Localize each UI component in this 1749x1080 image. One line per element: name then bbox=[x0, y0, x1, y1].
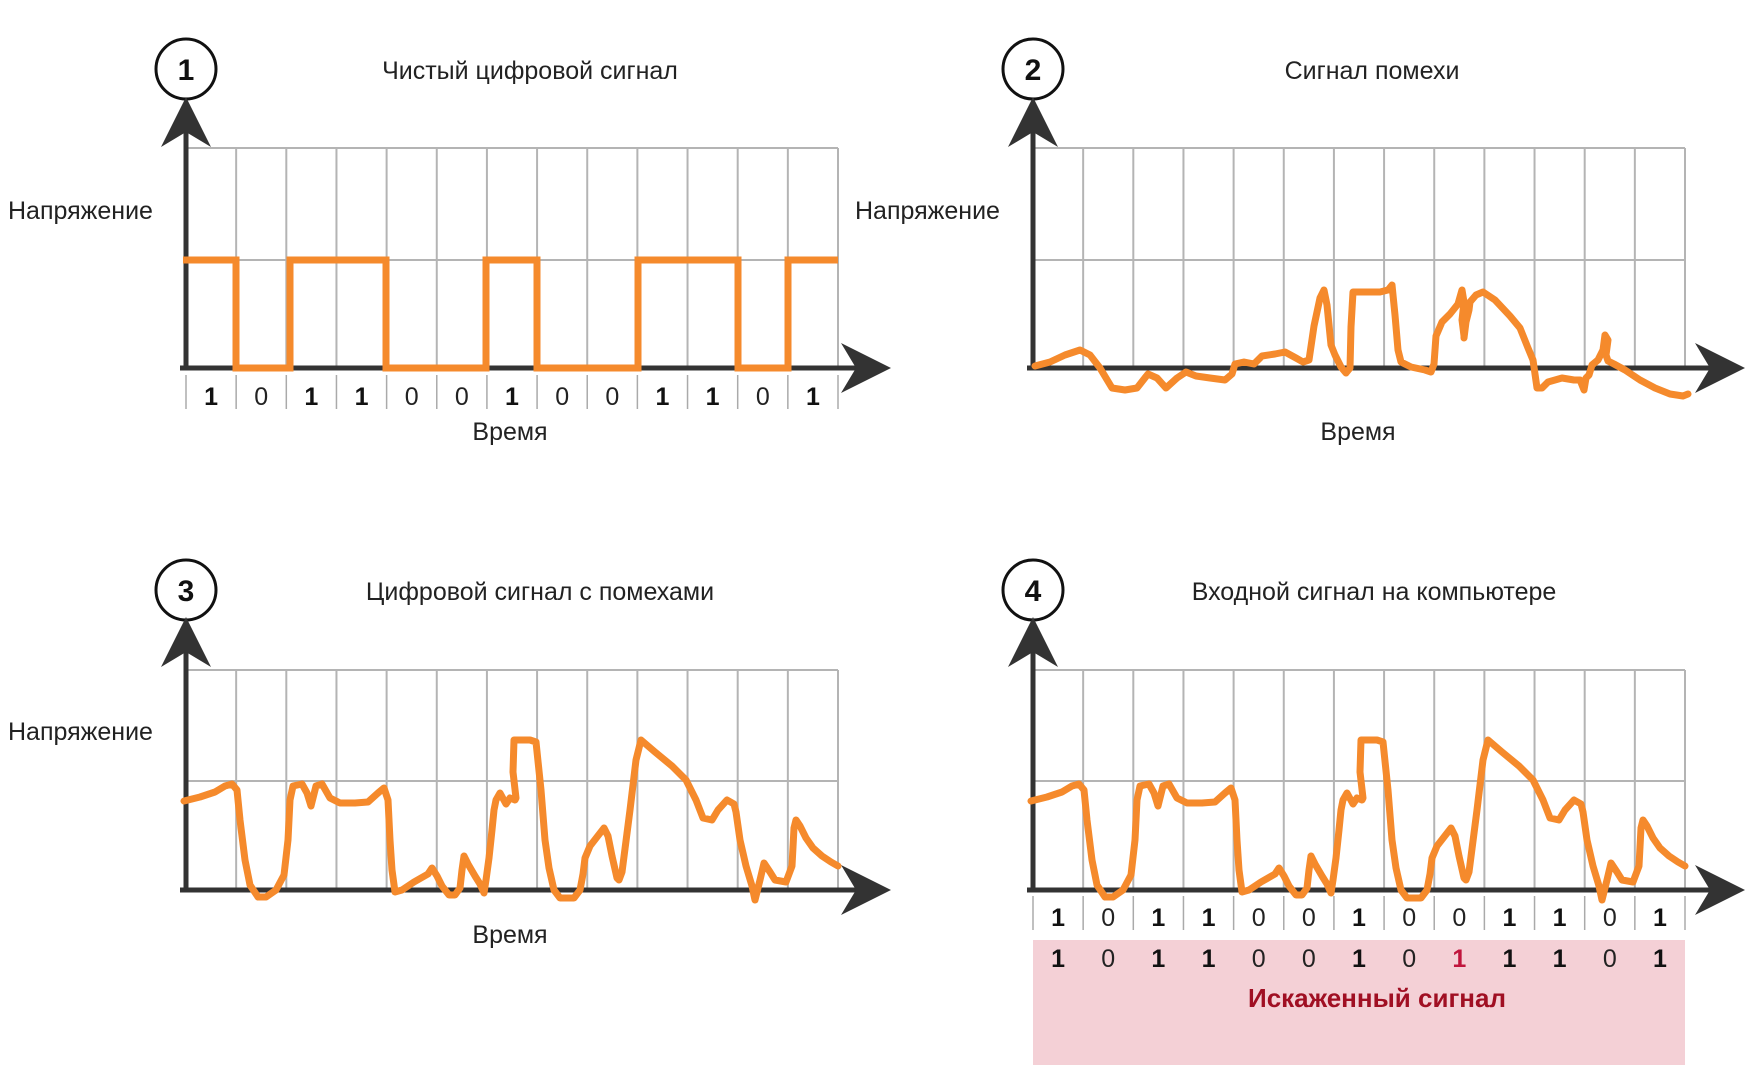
bit-label: 0 bbox=[1302, 904, 1316, 932]
panel-2: 2 Сигнал помехи Напряжение Время bbox=[855, 37, 1745, 446]
bit-label: 0 bbox=[1402, 904, 1416, 932]
bit-label: 1 bbox=[355, 383, 369, 411]
received-bit: 1 bbox=[1452, 945, 1466, 973]
bit-label: 0 bbox=[1603, 904, 1617, 932]
panel-number: 1 bbox=[178, 54, 195, 87]
bit-label: 1 bbox=[1352, 904, 1366, 932]
received-bit: 1 bbox=[1553, 945, 1567, 973]
panel-4: 4 Входной сигнал на компьютере 1 0 1 1 0 0 1 0 0… bbox=[1001, 558, 1745, 1065]
y-axis-label: Напряжение bbox=[8, 718, 153, 746]
bit-label: 1 bbox=[806, 383, 820, 411]
x-axis-label: Время bbox=[472, 921, 547, 949]
y-axis-label: Напряжение bbox=[8, 197, 153, 225]
y-axis-label: Напряжение bbox=[855, 197, 1000, 225]
grid bbox=[1033, 147, 1686, 368]
received-bit: 0 bbox=[1302, 945, 1316, 973]
received-bit: 0 bbox=[1252, 945, 1266, 973]
bit-label: 1 bbox=[204, 383, 218, 411]
panel-number: 2 bbox=[1025, 54, 1042, 87]
noisy-digital-signal bbox=[180, 736, 842, 904]
bit-label: 1 bbox=[1151, 904, 1165, 932]
x-axis-label: Время bbox=[1320, 418, 1395, 446]
panel-title: Входной сигнал на компьютере bbox=[1192, 578, 1557, 606]
panel-title: Сигнал помехи bbox=[1285, 57, 1460, 85]
bit-label: 0 bbox=[756, 383, 770, 411]
received-bit: 1 bbox=[1151, 945, 1165, 973]
bit-label: 1 bbox=[1653, 904, 1667, 932]
bit-label: 0 bbox=[455, 383, 469, 411]
received-bit-row: 1 0 1 1 0 0 1 0 1 1 1 0 1 bbox=[1051, 945, 1667, 973]
bit-label: 1 bbox=[656, 383, 670, 411]
noise-signal bbox=[1031, 281, 1692, 400]
bit-label: 0 bbox=[405, 383, 419, 411]
corrupted-signal-label: Искаженный сигнал bbox=[1248, 983, 1506, 1013]
bit-row: 1 0 1 1 0 0 1 0 0 1 1 0 1 bbox=[185, 375, 839, 411]
bit-label: 1 bbox=[304, 383, 318, 411]
bit-label: 0 bbox=[555, 383, 569, 411]
received-bit: 1 bbox=[1653, 945, 1667, 973]
bit-label: 1 bbox=[1202, 904, 1216, 932]
received-bit: 0 bbox=[1101, 945, 1115, 973]
panel-3: 3 Цифровой сигнал с помехами Напряжение … bbox=[8, 558, 891, 949]
corrupted-signal-box bbox=[1033, 940, 1685, 1065]
panel-number: 4 bbox=[1025, 575, 1042, 608]
received-bit: 1 bbox=[1352, 945, 1366, 973]
received-bit: 1 bbox=[1202, 945, 1216, 973]
bit-label: 0 bbox=[605, 383, 619, 411]
bit-label: 1 bbox=[706, 383, 720, 411]
bit-label: 1 bbox=[1051, 904, 1065, 932]
bit-label: 1 bbox=[1503, 904, 1517, 932]
x-axis-label: Время bbox=[472, 418, 547, 446]
panel-number: 3 bbox=[178, 575, 195, 608]
received-signal bbox=[1027, 736, 1689, 904]
received-bit: 1 bbox=[1503, 945, 1517, 973]
clean-digital-signal bbox=[183, 256, 838, 372]
bit-row: 1 0 1 1 0 0 1 0 0 1 1 0 1 bbox=[1032, 896, 1686, 932]
bit-label: 0 bbox=[1252, 904, 1266, 932]
panel-title: Цифровой сигнал с помехами bbox=[366, 578, 714, 606]
bit-label: 0 bbox=[254, 383, 268, 411]
bit-label: 0 bbox=[1452, 904, 1466, 932]
bit-label: 1 bbox=[1553, 904, 1567, 932]
received-bit: 1 bbox=[1051, 945, 1065, 973]
bit-label: 1 bbox=[505, 383, 519, 411]
panel-title: Чистый цифровой сигнал bbox=[382, 57, 678, 85]
bit-label: 0 bbox=[1101, 904, 1115, 932]
received-bit: 0 bbox=[1402, 945, 1416, 973]
received-bit: 0 bbox=[1603, 945, 1617, 973]
